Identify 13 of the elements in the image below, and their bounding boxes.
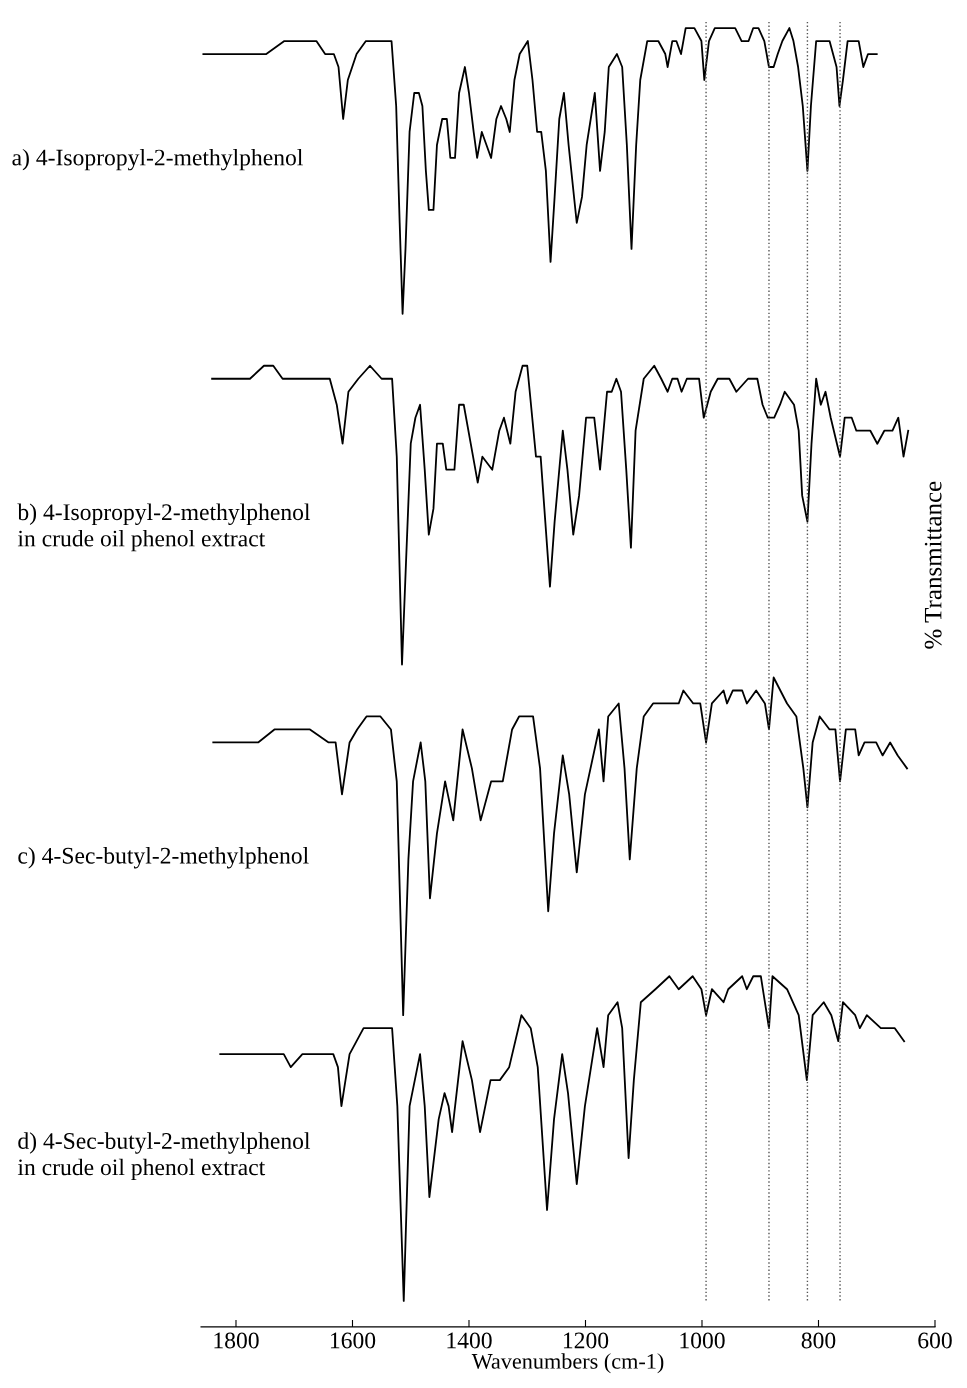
annotation: c) 4-Sec-butyl-2-methylphenol — [18, 847, 309, 869]
x-tick-label: 1600 — [330, 1332, 376, 1349]
x-axis-title: Wavenumbers (cm-1) — [471, 1353, 664, 1374]
x-tick-label: 1800 — [214, 1332, 259, 1349]
x-tick-label: 800 — [801, 1332, 836, 1349]
annotation: d) 4-Sec-butyl-2-methylphenol in crude oil phenol extract — [17, 1132, 311, 1181]
y-axis-title: % Transmittance — [924, 481, 942, 649]
annotation: a) 4-Isopropyl-2-methylphenol — [12, 148, 303, 171]
x-tick-label: 1000 — [680, 1332, 725, 1349]
annotation: b) 4-Isopropyl-2-methylphenol in crude oil phenol extract — [17, 503, 311, 552]
x-tick-label: 1200 — [563, 1332, 609, 1349]
x-tick-label: 1400 — [447, 1332, 492, 1349]
x-tick-label: 600 — [918, 1332, 952, 1349]
